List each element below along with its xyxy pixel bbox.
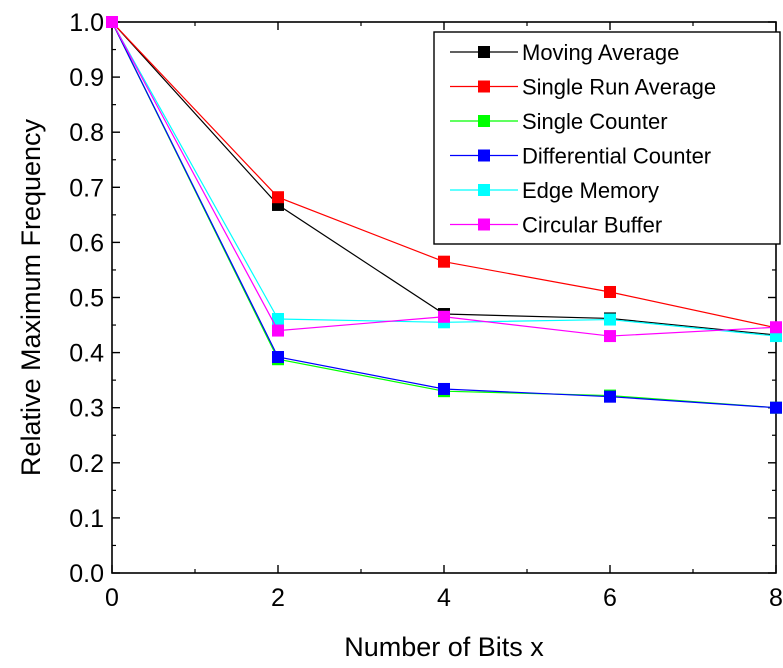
- legend-label: Edge Memory: [522, 178, 659, 203]
- legend-marker: [478, 184, 490, 196]
- y-tick-label: 0.5: [69, 285, 104, 313]
- x-tick-label: 2: [271, 584, 285, 612]
- data-point: [604, 330, 616, 342]
- legend-marker: [478, 150, 490, 162]
- data-point: [438, 311, 450, 323]
- legend-label: Moving Average: [522, 40, 679, 65]
- y-tick-label: 0.7: [69, 174, 104, 202]
- data-point: [604, 391, 616, 403]
- y-tick-label: 0.2: [69, 450, 104, 478]
- y-tick-label: 0.1: [69, 505, 104, 533]
- y-tick-label: 0.6: [69, 229, 104, 257]
- legend-label: Differential Counter: [522, 144, 711, 169]
- legend: Moving Average Single Run Average Single C…: [434, 32, 780, 244]
- x-tick-label: 6: [603, 584, 617, 612]
- y-axis-title: Relative Maximum Frequency: [16, 118, 46, 476]
- y-tick-label: 0.8: [69, 119, 104, 147]
- legend-label: Circular Buffer: [522, 213, 662, 238]
- x-tick-label: 4: [437, 584, 451, 612]
- data-point: [770, 321, 782, 333]
- x-tick-label: 8: [769, 584, 783, 612]
- data-point: [604, 286, 616, 298]
- x-tick-label: 0: [105, 584, 119, 612]
- data-point: [272, 351, 284, 363]
- legend-marker: [478, 115, 490, 127]
- legend-label: Single Counter: [522, 109, 668, 134]
- y-tick-label: 0.4: [69, 340, 104, 368]
- y-tick-label: 1.0: [69, 9, 104, 37]
- legend-marker: [478, 219, 490, 231]
- data-point: [272, 191, 284, 203]
- y-tick-label: 0.0: [69, 560, 104, 588]
- data-point: [106, 16, 118, 28]
- y-tick-label: 0.9: [69, 64, 104, 92]
- x-axis-title: Number of Bits x: [344, 632, 544, 662]
- data-point: [438, 256, 450, 268]
- data-point: [438, 383, 450, 395]
- data-point: [604, 314, 616, 326]
- y-tick-label: 0.3: [69, 395, 104, 423]
- legend-marker: [478, 81, 490, 93]
- data-point: [272, 325, 284, 337]
- data-point: [770, 402, 782, 414]
- legend-label: Single Run Average: [522, 75, 716, 100]
- legend-marker: [478, 46, 490, 58]
